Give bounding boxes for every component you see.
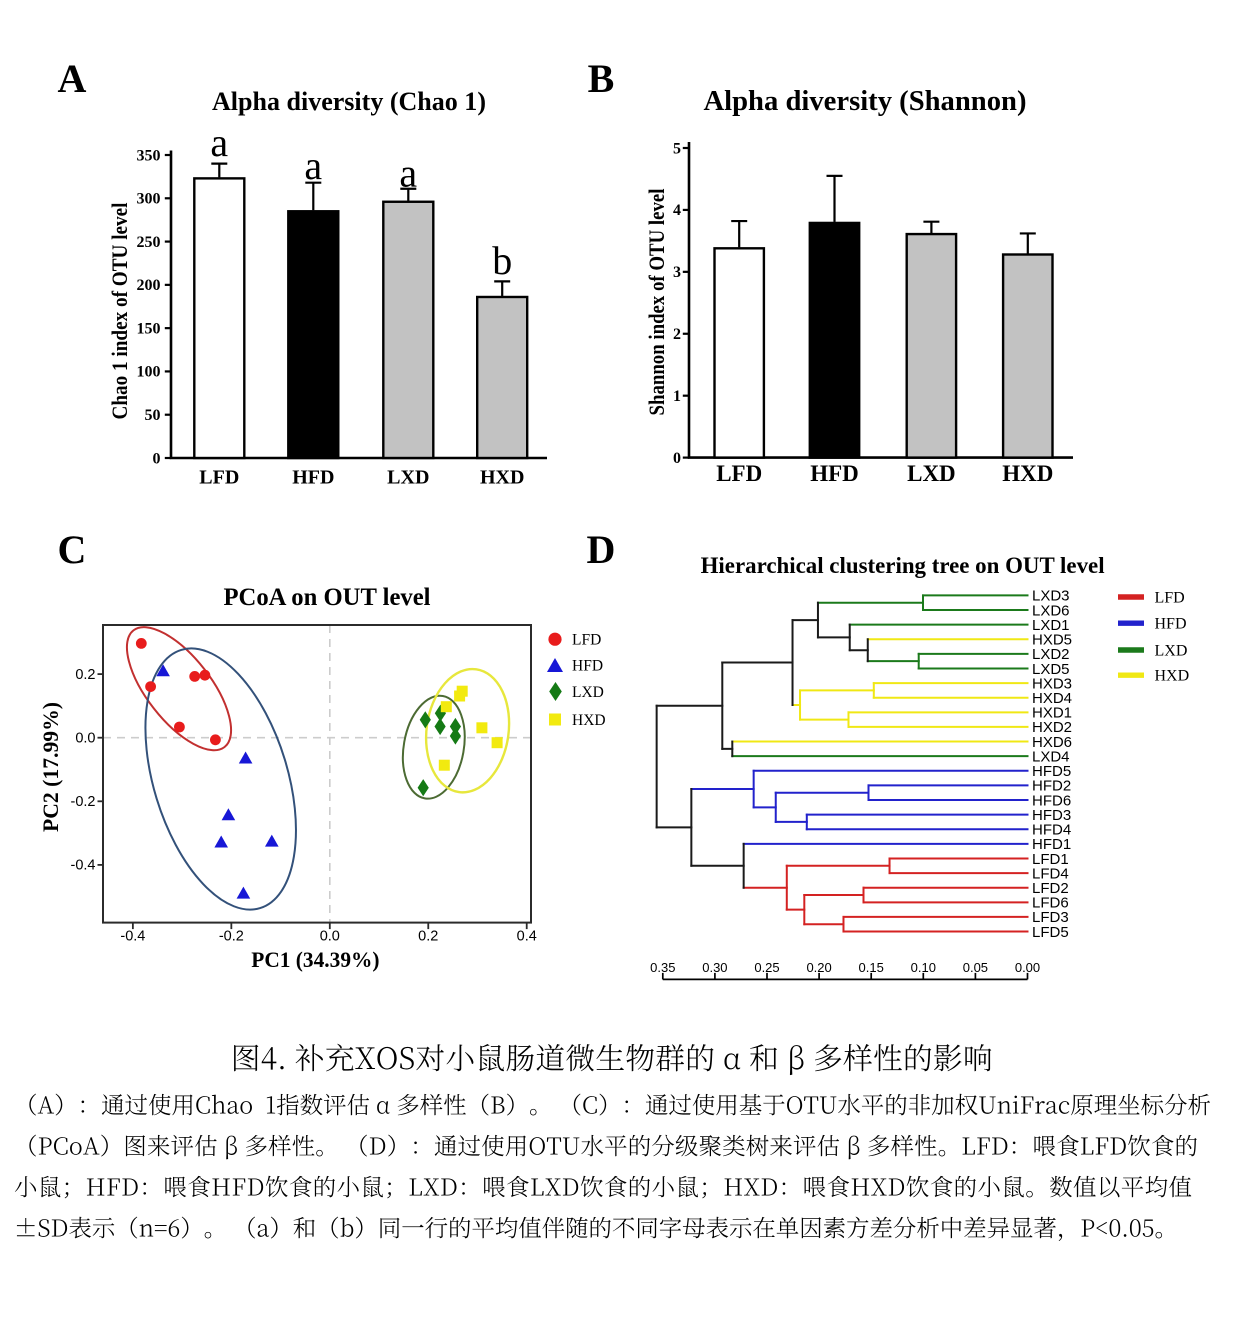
- svg-text:0.35: 0.35: [650, 960, 675, 975]
- svg-text:LFD4: LFD4: [1032, 865, 1069, 882]
- svg-text:5: 5: [673, 140, 681, 157]
- svg-text:300: 300: [137, 191, 161, 208]
- svg-text:4: 4: [673, 202, 681, 219]
- svg-text:350: 350: [137, 147, 161, 164]
- svg-text:0.00: 0.00: [1015, 960, 1040, 975]
- svg-text:200: 200: [137, 277, 161, 294]
- svg-text:HXD1: HXD1: [1032, 705, 1072, 722]
- svg-text:0.4: 0.4: [517, 929, 537, 945]
- svg-text:0.15: 0.15: [859, 960, 884, 975]
- svg-text:Hierarchical clustering tree o: Hierarchical clustering tree on OUT leve…: [701, 553, 1105, 578]
- svg-text:50: 50: [145, 407, 161, 424]
- svg-text:HFD: HFD: [572, 658, 603, 675]
- svg-text:a: a: [210, 120, 228, 165]
- svg-text:HXD6: HXD6: [1032, 734, 1072, 751]
- svg-text:0.25: 0.25: [754, 960, 779, 975]
- svg-text:LXD: LXD: [387, 467, 429, 489]
- svg-text:-0.4: -0.4: [71, 858, 96, 874]
- svg-text:0: 0: [673, 450, 681, 467]
- svg-text:LXD6: LXD6: [1032, 602, 1070, 619]
- svg-text:LFD6: LFD6: [1032, 895, 1069, 912]
- svg-text:LFD5: LFD5: [1032, 924, 1069, 941]
- svg-text:HXD3: HXD3: [1032, 675, 1072, 692]
- svg-text:PC2 (17.99%): PC2 (17.99%): [38, 702, 63, 832]
- svg-text:HXD2: HXD2: [1032, 719, 1072, 736]
- svg-text:Shannon index of OTU level: Shannon index of OTU level: [644, 189, 669, 416]
- svg-text:Chao 1 index of OTU level: Chao 1 index of OTU level: [107, 203, 132, 420]
- svg-text:PC1 (34.39%): PC1 (34.39%): [251, 947, 379, 972]
- svg-text:HFD: HFD: [292, 467, 334, 489]
- svg-text:LFD2: LFD2: [1032, 880, 1069, 897]
- svg-text:b: b: [492, 238, 512, 283]
- svg-text:Alpha diversity (Shannon): Alpha diversity (Shannon): [704, 85, 1027, 117]
- svg-text:HFD2: HFD2: [1032, 778, 1071, 795]
- svg-text:HFD: HFD: [810, 461, 859, 486]
- svg-text:0.0: 0.0: [320, 929, 340, 945]
- svg-text:A: A: [58, 56, 87, 101]
- svg-text:D: D: [587, 527, 616, 572]
- svg-text:HXD: HXD: [480, 467, 524, 489]
- svg-text:-0.4: -0.4: [120, 929, 145, 945]
- svg-text:LXD: LXD: [1155, 642, 1188, 659]
- svg-text:LXD1: LXD1: [1032, 617, 1070, 634]
- svg-text:0.2: 0.2: [75, 667, 95, 683]
- svg-text:-0.2: -0.2: [219, 929, 244, 945]
- svg-text:HXD: HXD: [1002, 461, 1053, 486]
- svg-text:LFD: LFD: [1155, 589, 1185, 606]
- svg-text:B: B: [588, 56, 615, 101]
- svg-text:HXD4: HXD4: [1032, 690, 1072, 707]
- svg-text:LFD: LFD: [199, 467, 239, 489]
- svg-text:LXD3: LXD3: [1032, 588, 1070, 605]
- svg-text:LFD: LFD: [716, 461, 762, 486]
- svg-text:-0.2: -0.2: [71, 794, 96, 810]
- svg-text:HXD: HXD: [572, 712, 606, 729]
- svg-text:0.30: 0.30: [702, 960, 727, 975]
- svg-text:1: 1: [673, 388, 681, 405]
- svg-text:C: C: [58, 527, 87, 572]
- svg-text:LXD4: LXD4: [1032, 748, 1070, 765]
- svg-text:0: 0: [153, 450, 161, 467]
- svg-text:a: a: [399, 151, 417, 196]
- svg-text:LFD1: LFD1: [1032, 851, 1069, 868]
- svg-text:Alpha diversity (Chao 1): Alpha diversity (Chao 1): [212, 87, 486, 116]
- svg-text:LXD5: LXD5: [1032, 661, 1070, 678]
- svg-text:HXD: HXD: [1155, 668, 1190, 685]
- svg-text:HFD4: HFD4: [1032, 822, 1071, 839]
- svg-text:LXD2: LXD2: [1032, 646, 1070, 663]
- svg-text:HXD5: HXD5: [1032, 632, 1072, 649]
- svg-text:2: 2: [673, 326, 681, 343]
- svg-text:250: 250: [137, 234, 161, 251]
- svg-text:HFD6: HFD6: [1032, 792, 1071, 809]
- svg-text:HFD: HFD: [1155, 616, 1187, 633]
- svg-text:LXD: LXD: [907, 461, 956, 486]
- svg-text:0.20: 0.20: [806, 960, 831, 975]
- svg-text:LFD: LFD: [572, 632, 601, 649]
- svg-text:0.10: 0.10: [911, 960, 936, 975]
- svg-text:0.0: 0.0: [75, 731, 95, 747]
- svg-text:0.2: 0.2: [418, 929, 438, 945]
- svg-text:LFD3: LFD3: [1032, 909, 1069, 926]
- svg-text:HFD1: HFD1: [1032, 836, 1071, 853]
- svg-text:a: a: [304, 143, 322, 188]
- svg-text:HFD5: HFD5: [1032, 763, 1071, 780]
- svg-text:150: 150: [137, 320, 161, 337]
- svg-text:HFD3: HFD3: [1032, 807, 1071, 824]
- svg-text:LXD: LXD: [572, 684, 604, 701]
- svg-text:0.05: 0.05: [963, 960, 988, 975]
- svg-text:3: 3: [673, 264, 681, 281]
- svg-text:PCoA on OUT level: PCoA on OUT level: [224, 584, 431, 611]
- svg-text:100: 100: [137, 364, 161, 381]
